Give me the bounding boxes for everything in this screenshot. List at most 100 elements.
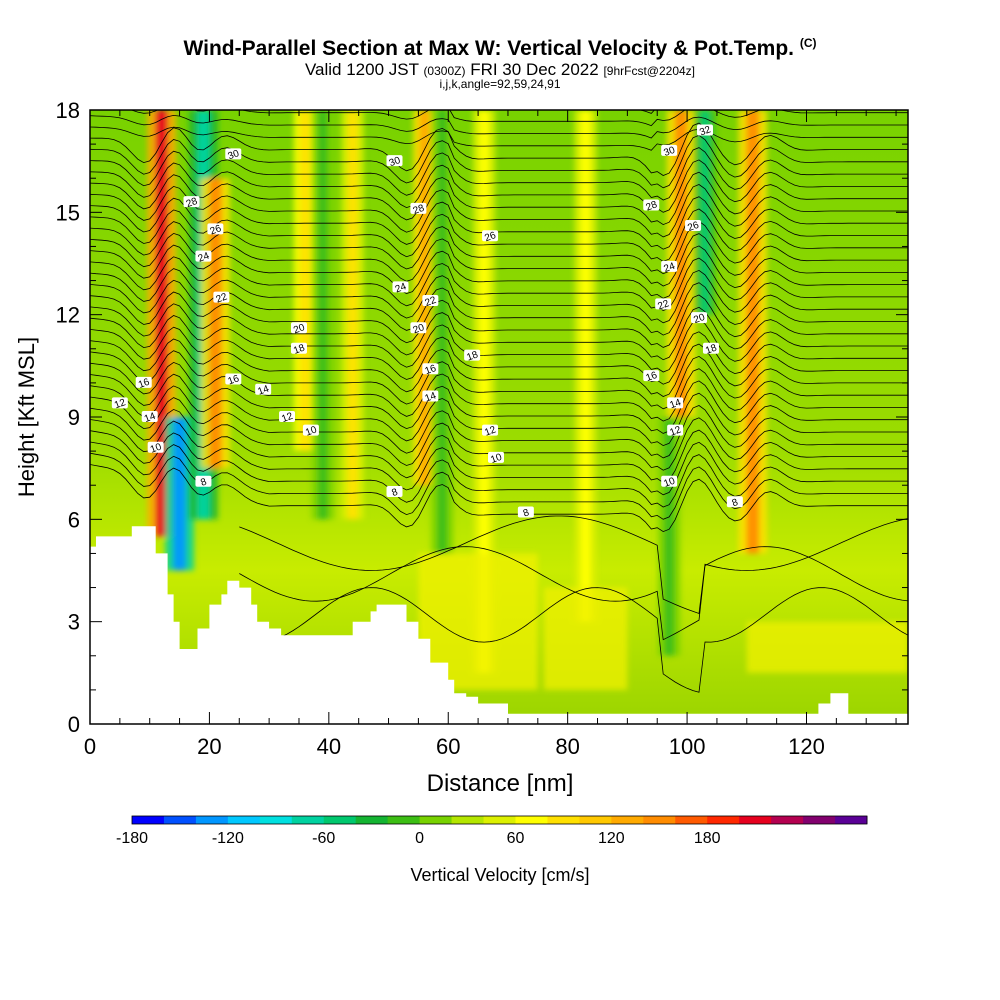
theta-contour: [130, 110, 908, 127]
x-tick-label: 100: [669, 734, 706, 759]
svg-text:20: 20: [412, 322, 427, 336]
svg-text:8: 8: [731, 497, 740, 509]
theta-contour: [90, 350, 908, 410]
theta-contour: [239, 515, 908, 615]
svg-text:8: 8: [199, 476, 208, 488]
contour-label: 28: [643, 199, 660, 214]
theta-contour: [90, 159, 908, 213]
contour-label: 14: [667, 397, 684, 411]
contour-label: 10: [661, 476, 678, 490]
contour-label: 28: [410, 203, 427, 217]
contour-label: 30: [386, 155, 403, 169]
svg-text:26: 26: [686, 220, 701, 234]
contour-label: 26: [207, 223, 224, 237]
colorbar-tick-label: -180: [116, 830, 148, 847]
svg-text:26: 26: [483, 230, 498, 244]
forecast-info: [9hrFcst@2204z]: [603, 64, 696, 78]
contour-label: 20: [290, 322, 307, 336]
colorbar-tick-label: 180: [694, 830, 721, 847]
theta-contour: [90, 220, 908, 275]
contour-label: 12: [667, 424, 684, 439]
colorbar-swatch: [291, 816, 325, 824]
svg-text:22: 22: [656, 298, 671, 312]
svg-text:8: 8: [522, 507, 531, 519]
contour-label: 14: [141, 411, 158, 425]
svg-text:24: 24: [197, 250, 212, 264]
svg-text:24: 24: [394, 281, 409, 295]
svg-text:16: 16: [137, 377, 152, 391]
terrain-mask: [90, 526, 908, 724]
x-tick-label: 120: [788, 734, 825, 759]
theta-contour: [90, 452, 908, 520]
y-tick-label: 9: [68, 405, 80, 430]
svg-text:14: 14: [424, 390, 439, 404]
theta-contour: [90, 315, 908, 373]
x-tick-label: 0: [84, 734, 96, 759]
theta-contour: [90, 232, 908, 287]
theta-contour: [90, 396, 908, 459]
contour-label: 20: [691, 312, 708, 326]
theta-contour: [239, 587, 908, 693]
contour-label: 30: [661, 145, 678, 159]
contour-label: 10: [488, 452, 505, 466]
colorbar-tick-label: -60: [312, 830, 335, 847]
svg-text:14: 14: [668, 397, 683, 411]
svg-text:16: 16: [424, 363, 439, 377]
theta-contour: [90, 126, 908, 151]
colorbar-swatch: [387, 816, 421, 824]
velocity-column: [693, 110, 717, 315]
svg-text:24: 24: [662, 261, 677, 275]
svg-text:30: 30: [227, 148, 242, 162]
svg-text:30: 30: [662, 145, 677, 159]
theta-contour: [90, 244, 908, 299]
colorbar-swatch: [227, 816, 261, 824]
colorbar-swatch: [643, 816, 676, 824]
x-tick-label: 40: [317, 734, 341, 759]
colorbar-swatch: [195, 816, 229, 824]
valid-date: FRI 30 Dec 2022: [470, 60, 599, 79]
contour-label: 10: [147, 441, 164, 456]
svg-text:18: 18: [465, 349, 480, 363]
contour-label: 26: [482, 230, 499, 244]
contour-label: 8: [386, 486, 403, 499]
contour-label: 30: [225, 148, 242, 162]
colorbar-swatch: [355, 816, 389, 824]
contour-label: 24: [661, 261, 678, 275]
contour-label: 10: [302, 424, 319, 439]
svg-text:32: 32: [698, 124, 713, 138]
svg-text:12: 12: [113, 397, 128, 411]
colorbar-swatch: [707, 816, 740, 824]
contour-label: 22: [213, 291, 230, 306]
velocity-column: [293, 110, 317, 452]
velocity-column: [657, 417, 681, 656]
svg-text:16: 16: [227, 373, 242, 387]
theta-contour: [239, 546, 908, 641]
plot-area: 32 30 30 30 28 28 28 26 26 26 24 24 24 22 22 22 20 20 20 18…: [90, 110, 908, 724]
svg-text:26: 26: [209, 223, 224, 237]
velocity-column: [431, 110, 454, 554]
theta-contour: [90, 430, 908, 496]
svg-text:10: 10: [304, 424, 319, 438]
theta-contour: [90, 208, 908, 262]
theta-contour: [90, 184, 908, 238]
velocity-column: [341, 110, 364, 520]
valid-time-utc: (0300Z): [423, 64, 466, 78]
colorbar-swatch: [611, 816, 644, 824]
theta-contour: [90, 114, 908, 139]
colorbar-swatch: [547, 816, 580, 824]
colorbar-tick-label: 120: [598, 830, 625, 847]
chart-subtitle: Valid 1200 JST (0300Z) FRI 30 Dec 2022 […: [0, 60, 1000, 80]
contour-label: 28: [183, 196, 200, 210]
theta-contour: [90, 373, 908, 434]
colorbar-swatch: [835, 816, 868, 824]
y-tick-label: 12: [56, 303, 80, 328]
contour-label: 16: [225, 373, 242, 387]
svg-text:16: 16: [644, 370, 659, 384]
contour-label: 18: [702, 342, 719, 357]
y-tick-label: 18: [56, 98, 80, 123]
colorbar-swatch: [515, 816, 548, 824]
y-tick-label: 6: [68, 507, 80, 532]
colorbar-swatch: [323, 816, 357, 824]
colorbar: -180 -120 -60 0 60 120 180: [116, 815, 868, 847]
